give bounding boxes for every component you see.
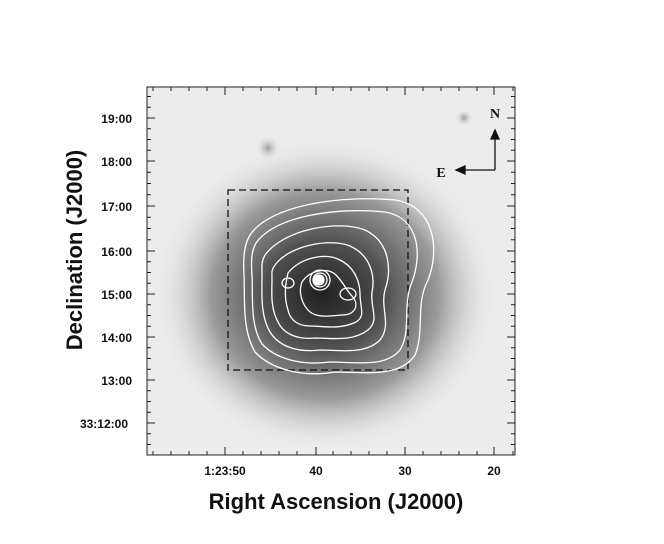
image-frame (146, 86, 516, 456)
x-axis-title: Right Ascension (J2000) (209, 489, 464, 514)
dashed-region-box (227, 189, 409, 371)
point-source-blob (455, 109, 473, 127)
x-tick-label: 20 (487, 464, 501, 478)
contour-peak (313, 274, 325, 286)
contour-level (299, 269, 357, 317)
compass-east-label: E (436, 166, 445, 181)
contour-level (243, 198, 435, 375)
y-tick-label: 15:00 (101, 288, 132, 302)
contour-level (312, 272, 328, 288)
x-tick-label: 1:23:50 (204, 464, 246, 478)
east-arrowhead-icon (454, 164, 466, 176)
y-tick-label: 33:12:00 (80, 417, 128, 431)
y-axis-title: Declination (J2000) (62, 150, 87, 351)
point-source-blob (256, 136, 280, 160)
y-tick-label: 17:00 (101, 200, 132, 214)
y-tick-label: 18:00 (101, 155, 132, 169)
contour-level (284, 255, 363, 328)
x-tick-label: 30 (398, 464, 412, 478)
y-tick-labels: 33:12:00 13:00 14:00 15:00 16:00 17:00 1… (80, 112, 132, 431)
contour-level (339, 287, 357, 301)
axis-ticks (147, 87, 515, 455)
emission-core (247, 235, 397, 355)
contour-level (261, 225, 390, 352)
compass (454, 128, 501, 176)
compass-north-label: N (490, 107, 500, 122)
x-tick-labels: 1:23:50 40 30 20 (204, 464, 501, 478)
north-arrowhead-icon (489, 128, 501, 140)
y-tick-label: 14:00 (101, 331, 132, 345)
contour-level (271, 242, 375, 340)
y-tick-label: 13:00 (101, 374, 132, 388)
image-panel (146, 86, 516, 456)
y-tick-label: 16:00 (101, 245, 132, 259)
contour-level (281, 277, 295, 289)
contour-lines (243, 198, 435, 375)
y-tick-label: 19:00 (101, 112, 132, 126)
contour-level (250, 209, 418, 364)
contour-level (309, 269, 331, 291)
x-tick-label: 40 (309, 464, 323, 478)
